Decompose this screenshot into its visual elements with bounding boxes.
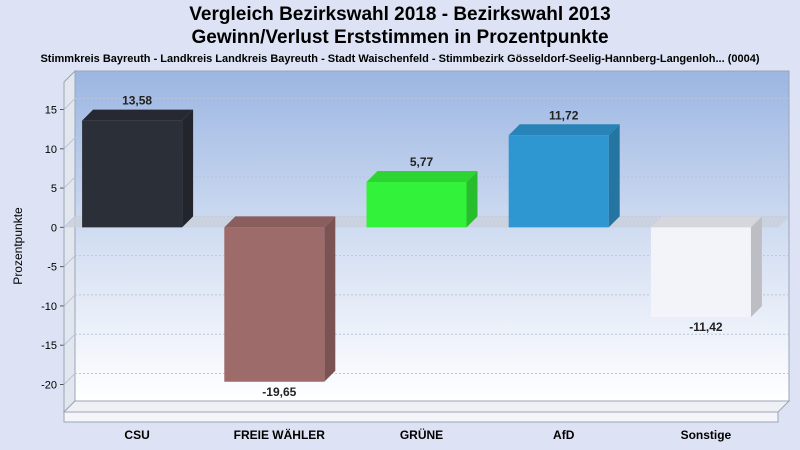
bar-value-label: -19,65 xyxy=(262,385,296,399)
plot-base xyxy=(63,411,779,423)
grid-line-side xyxy=(63,255,76,267)
bar-gr-ne: 5,77 xyxy=(366,155,478,228)
x-tick-label: CSU xyxy=(124,428,149,442)
x-tick-label: FREIE WÄHLER xyxy=(234,427,326,442)
bar-front xyxy=(650,227,751,318)
grid-line-side xyxy=(63,98,76,110)
chart-subtitle: Gewinn/Verlust Erststimmen in Prozentpun… xyxy=(191,27,609,48)
x-tick-label: GRÜNE xyxy=(400,427,443,442)
bar-value-label: 5,77 xyxy=(410,155,434,169)
y-tick-label: -20 xyxy=(41,380,57,392)
x-tick-label: Sonstige xyxy=(681,428,732,442)
plot-background xyxy=(62,69,791,423)
bars: 13,58 -19,65 5,77 11,72 -11,42 xyxy=(82,94,762,399)
bar-top xyxy=(224,216,336,228)
grid-line-side xyxy=(63,294,76,307)
bar-side xyxy=(750,216,762,318)
bar-top xyxy=(508,124,620,136)
bar-sonstige: -11,42 xyxy=(650,216,762,334)
bar-side xyxy=(324,216,336,382)
y-tick-label: 15 xyxy=(45,105,57,117)
y-tick-label: -15 xyxy=(41,340,57,352)
bar-side xyxy=(608,124,620,228)
y-tick-label: 0 xyxy=(51,222,57,234)
bar-front xyxy=(224,227,325,382)
chart-title: Vergleich Bezirkswahl 2018 - Bezirkswahl… xyxy=(189,4,611,25)
y-tick-label: -5 xyxy=(47,262,57,274)
y-axis: 15 10 5 0 -5 -10 -15 -20 xyxy=(41,82,65,412)
bar-value-label: -11,42 xyxy=(689,320,723,334)
bar-value-label: 13,58 xyxy=(122,94,152,108)
bar-freie-w-hler: -19,65 xyxy=(224,216,336,399)
bar-front xyxy=(508,135,609,228)
plot-floor xyxy=(62,400,791,413)
bar-value-label: 11,72 xyxy=(549,108,579,122)
bar-front xyxy=(82,120,183,228)
chart-region-subtitle: Stimmkreis Bayreuth - Landkreis Landkrei… xyxy=(40,53,760,65)
y-tick-label: -10 xyxy=(41,301,57,313)
bar-top xyxy=(366,171,478,183)
y-axis-label: Prozentpunkte xyxy=(11,207,25,285)
grid-line-side xyxy=(63,137,76,150)
bar-afd: 11,72 xyxy=(508,108,620,228)
plot-side-wall xyxy=(63,69,76,414)
grid-line-side xyxy=(63,373,76,385)
x-axis-labels: CSU FREIE WÄHLER GRÜNE AfD Sonstige xyxy=(124,427,731,442)
bar-side xyxy=(182,109,194,228)
bar-csu: 13,58 xyxy=(82,94,194,228)
bar-front xyxy=(366,182,467,228)
bar-side xyxy=(466,171,478,228)
bar-top xyxy=(650,216,762,228)
y-tick-label: 5 xyxy=(51,183,57,195)
grid-line-side xyxy=(63,333,76,346)
grid-line-side xyxy=(63,176,76,189)
x-tick-label: AfD xyxy=(553,428,575,442)
bar-top xyxy=(82,109,194,121)
y-tick-label: 10 xyxy=(45,144,57,156)
